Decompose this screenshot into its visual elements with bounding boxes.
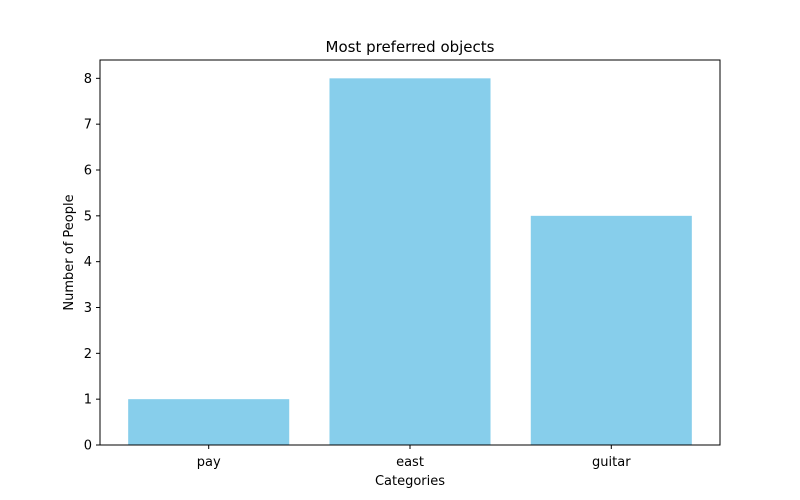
y-tick-label: 1 [84,393,92,408]
y-tick-label: 5 [84,209,92,224]
y-tick-label: 6 [84,164,92,179]
y-tick-label: 7 [84,118,92,133]
y-tick-label: 3 [84,301,92,316]
bars-group [128,78,692,445]
chart-title: Most preferred objects [326,38,495,56]
y-axis-title: Number of People [62,194,77,310]
x-tick-label: guitar [592,455,631,470]
y-tick-label: 0 [84,439,92,454]
plot-frame [99,59,721,446]
x-axis-ticks: pay east guitar [197,445,631,470]
x-tick-label: east [396,455,424,470]
y-tick-label: 4 [84,255,92,270]
y-tick-label: 2 [84,347,92,362]
x-tick-label: pay [197,455,221,470]
bar-guitar [530,215,692,445]
bar-pay [128,399,290,445]
x-axis-title: Categories [375,474,445,489]
bar-east [329,78,491,445]
y-tick-label: 8 [84,72,92,87]
y-axis-ticks: 0 1 2 3 4 5 6 7 8 [84,72,100,454]
